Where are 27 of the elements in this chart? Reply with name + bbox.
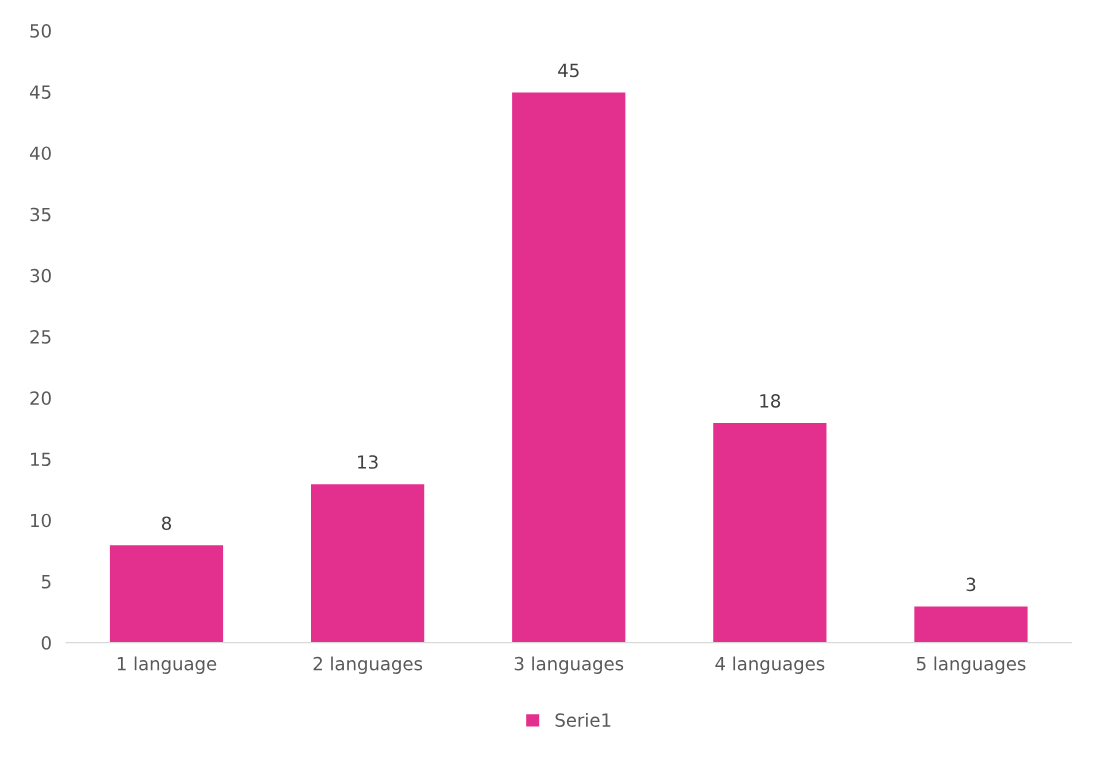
y-tick-label: 50 (30, 24, 51, 38)
x-tick-label: 2 languages (313, 656, 423, 674)
y-tick-label: 10 (31, 513, 51, 528)
y-tick-label: 30 (30, 268, 51, 283)
data-label: 8 (161, 516, 172, 531)
bar (510, 91, 627, 643)
data-label: 18 (760, 394, 781, 408)
bar (309, 482, 426, 643)
y-tick-label: 5 (41, 575, 51, 589)
x-tick-label: 5 languages (917, 656, 1026, 674)
legend-label: Serie1 (555, 712, 611, 727)
y-tick-label: 40 (29, 146, 51, 161)
x-tick-label: 4 languages (715, 656, 825, 674)
data-label: 13 (358, 455, 378, 469)
bar (108, 543, 225, 643)
y-tick-label: 20 (30, 391, 51, 405)
data-label: 45 (558, 63, 579, 78)
y-tick-label: 45 (29, 85, 51, 99)
bar (912, 605, 1029, 643)
y-tick-label: 35 (30, 207, 51, 222)
y-tick-label: 25 (30, 330, 51, 344)
x-tick-label: 1 language (117, 656, 217, 674)
y-tick-label: 15 (31, 452, 51, 467)
bar (711, 421, 828, 643)
data-label: 3 (966, 577, 976, 592)
x-tick-label: 3 languages (514, 656, 624, 674)
y-tick-label: 0 (41, 636, 51, 650)
